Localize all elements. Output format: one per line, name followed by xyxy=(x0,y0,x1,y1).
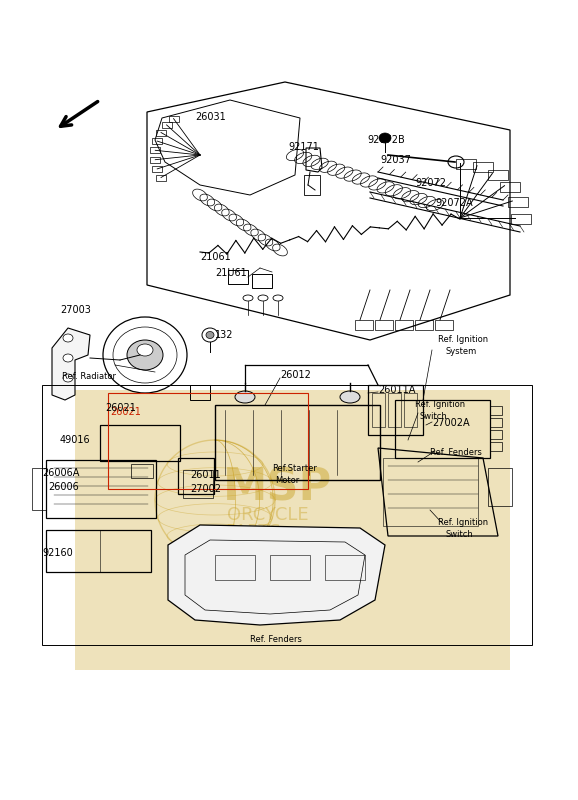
Bar xyxy=(375,320,393,330)
Ellipse shape xyxy=(63,374,73,382)
Text: Ref. Ignition: Ref. Ignition xyxy=(438,518,488,527)
Polygon shape xyxy=(52,328,90,400)
Bar xyxy=(508,197,528,207)
Text: MSP: MSP xyxy=(223,466,332,510)
Text: 26011: 26011 xyxy=(190,470,221,480)
Bar xyxy=(404,393,417,427)
Bar xyxy=(215,405,380,480)
Bar xyxy=(152,138,162,144)
Bar xyxy=(228,270,248,284)
Text: Ref. Radiator: Ref. Radiator xyxy=(62,372,116,381)
Text: Ref. Fenders: Ref. Fenders xyxy=(250,635,302,644)
Text: 26006A: 26006A xyxy=(42,468,79,478)
Ellipse shape xyxy=(103,317,187,393)
Bar xyxy=(304,175,320,195)
Ellipse shape xyxy=(63,354,73,362)
Bar xyxy=(395,400,490,458)
Bar xyxy=(46,530,151,572)
Text: 132: 132 xyxy=(215,330,234,340)
Ellipse shape xyxy=(137,344,153,356)
Text: 92037: 92037 xyxy=(380,155,411,165)
Ellipse shape xyxy=(340,391,360,403)
Text: 92072B: 92072B xyxy=(367,135,405,145)
Bar xyxy=(156,174,166,181)
Bar xyxy=(75,390,510,670)
Text: 21061: 21061 xyxy=(200,252,231,262)
Text: 26021: 26021 xyxy=(110,407,141,417)
Bar xyxy=(488,170,508,179)
Bar xyxy=(131,464,153,478)
Bar xyxy=(490,442,502,451)
Bar xyxy=(473,162,493,172)
Text: 27002: 27002 xyxy=(190,484,221,494)
Text: Switch: Switch xyxy=(445,530,473,539)
Ellipse shape xyxy=(63,334,73,342)
Text: 92072: 92072 xyxy=(415,178,446,188)
Bar xyxy=(150,147,160,154)
Bar xyxy=(490,406,502,415)
Bar xyxy=(270,555,310,580)
Polygon shape xyxy=(168,525,385,625)
Text: Ref. Ignition: Ref. Ignition xyxy=(415,400,465,409)
Bar xyxy=(415,320,433,330)
Bar xyxy=(325,555,365,580)
Text: System: System xyxy=(445,347,476,356)
Bar xyxy=(252,274,272,288)
Bar xyxy=(372,393,385,427)
Bar xyxy=(383,458,478,526)
Text: 27003: 27003 xyxy=(60,305,91,315)
Text: 21U61: 21U61 xyxy=(215,268,247,278)
Bar xyxy=(395,320,413,330)
Text: 26012: 26012 xyxy=(280,370,311,380)
Bar xyxy=(456,159,476,169)
Text: Switch: Switch xyxy=(420,412,448,421)
Text: Motor: Motor xyxy=(275,476,299,485)
Bar xyxy=(152,166,162,172)
Text: ORCYCLE: ORCYCLE xyxy=(227,506,309,524)
Ellipse shape xyxy=(202,328,218,342)
Bar xyxy=(368,385,423,435)
Bar xyxy=(183,470,213,498)
Text: Ref.Starter: Ref.Starter xyxy=(272,464,317,473)
Text: 26006: 26006 xyxy=(48,482,79,492)
Bar xyxy=(511,214,531,224)
Text: 49016: 49016 xyxy=(60,435,91,445)
Ellipse shape xyxy=(379,133,391,143)
Bar xyxy=(100,425,180,461)
Bar xyxy=(150,157,160,162)
Text: 92160: 92160 xyxy=(42,548,73,558)
Ellipse shape xyxy=(235,391,255,403)
Text: 27002A: 27002A xyxy=(432,418,469,428)
Bar xyxy=(488,468,512,506)
Bar xyxy=(169,115,179,122)
Text: 92171: 92171 xyxy=(288,142,319,152)
Text: Ref. Fenders: Ref. Fenders xyxy=(430,448,482,457)
Bar xyxy=(32,468,46,510)
Bar xyxy=(215,555,255,580)
Bar xyxy=(388,393,401,427)
Bar xyxy=(156,130,166,135)
Ellipse shape xyxy=(206,331,214,338)
Text: 92072A: 92072A xyxy=(435,198,473,208)
Text: 26021: 26021 xyxy=(105,403,136,413)
Bar xyxy=(435,320,453,330)
Bar xyxy=(490,418,502,427)
Bar xyxy=(108,393,308,489)
Bar xyxy=(501,182,521,192)
Bar xyxy=(42,385,532,645)
Bar xyxy=(46,460,156,518)
Bar xyxy=(178,458,214,494)
Bar xyxy=(355,320,373,330)
Bar xyxy=(162,122,172,128)
Text: PARTS: PARTS xyxy=(225,523,281,541)
Ellipse shape xyxy=(127,340,163,370)
Text: Ref. Ignition: Ref. Ignition xyxy=(438,335,488,344)
Text: 26011A: 26011A xyxy=(378,385,416,395)
Bar xyxy=(490,430,502,439)
Text: 26031: 26031 xyxy=(195,112,226,122)
